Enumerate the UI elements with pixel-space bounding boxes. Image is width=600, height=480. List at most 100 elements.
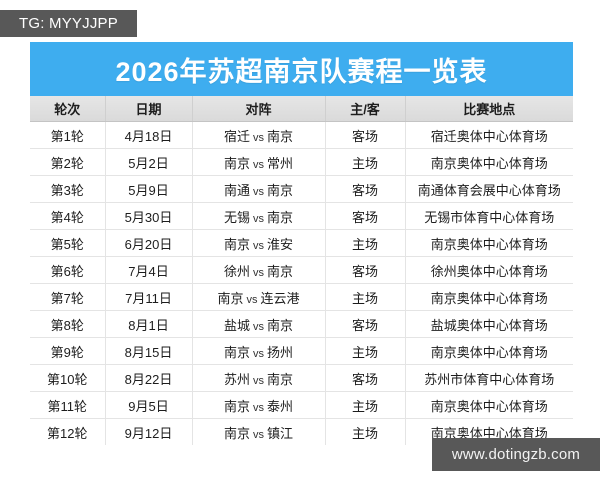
match-team-home: 南京 bbox=[223, 398, 250, 414]
cell-home-away: 主场 bbox=[325, 418, 406, 445]
cell-round: 第8轮 bbox=[30, 310, 106, 338]
cell-date: 8月22日 bbox=[105, 364, 193, 392]
column-header-match: 对阵 bbox=[192, 96, 326, 122]
cell-match: 徐州 vs 南京 bbox=[192, 256, 326, 284]
match-team-away: 泰州 bbox=[267, 398, 294, 414]
cell-venue: 南通体育会展中心体育场 bbox=[405, 175, 573, 203]
cell-match: 南京 vs 泰州 bbox=[192, 391, 326, 419]
match-team-home: 徐州 bbox=[223, 263, 250, 279]
match-vs-separator: vs bbox=[253, 428, 264, 441]
column-header-date: 日期 bbox=[105, 96, 193, 122]
match-vs-separator: vs bbox=[246, 293, 258, 306]
table-row: 第4轮 5月30日 无锡 vs 南京 客场 无锡市体育中心体育场 bbox=[30, 202, 573, 230]
match-team-away: 常州 bbox=[267, 155, 294, 171]
cell-round: 第6轮 bbox=[30, 256, 106, 284]
match-team-away: 南京 bbox=[267, 128, 294, 144]
cell-venue: 南京奥体中心体育场 bbox=[405, 148, 573, 176]
match-team-away: 南京 bbox=[267, 371, 294, 387]
cell-date: 7月11日 bbox=[105, 283, 193, 311]
match-team-home: 南京 bbox=[223, 155, 250, 171]
match-team-home: 南通 bbox=[223, 182, 250, 198]
table-row: 第5轮 6月20日 南京 vs 淮安 主场 南京奥体中心体育场 bbox=[30, 229, 573, 257]
cell-home-away: 主场 bbox=[325, 229, 406, 257]
match-vs-separator: vs bbox=[253, 401, 264, 414]
table-row: 第6轮 7月4日 徐州 vs 南京 客场 徐州奥体中心体育场 bbox=[30, 256, 573, 284]
cell-round: 第12轮 bbox=[30, 418, 106, 445]
cell-home-away: 客场 bbox=[325, 310, 406, 338]
schedule-card: 2026年苏超南京队赛程一览表 轮次 日期 对阵 主/客 比赛地点 第1轮 4月1… bbox=[30, 42, 573, 445]
cell-round: 第1轮 bbox=[30, 121, 106, 149]
table-row: 第12轮 9月12日 南京 vs 镇江 主场 南京奥体中心体育场 bbox=[30, 418, 573, 445]
cell-date: 5月30日 bbox=[105, 202, 193, 230]
table-title-bar: 2026年苏超南京队赛程一览表 bbox=[30, 42, 573, 96]
column-header-venue: 比赛地点 bbox=[405, 96, 573, 122]
cell-date: 5月2日 bbox=[105, 148, 193, 176]
cell-match: 南京 vs 镇江 bbox=[192, 418, 326, 445]
match-team-home: 南京 bbox=[223, 344, 250, 360]
match-vs-separator: vs bbox=[253, 158, 264, 171]
cell-match: 南京 vs 扬州 bbox=[192, 337, 326, 365]
cell-round: 第9轮 bbox=[30, 337, 106, 365]
cell-venue: 南京奥体中心体育场 bbox=[405, 391, 573, 419]
cell-venue: 宿迁奥体中心体育场 bbox=[405, 121, 573, 149]
cell-match: 南京 vs 淮安 bbox=[192, 229, 326, 257]
cell-date: 5月9日 bbox=[105, 175, 193, 203]
cell-venue: 盐城奥体中心体育场 bbox=[405, 310, 573, 338]
cell-venue: 南京奥体中心体育场 bbox=[405, 337, 573, 365]
cell-home-away: 客场 bbox=[325, 364, 406, 392]
cell-venue: 南京奥体中心体育场 bbox=[405, 283, 573, 311]
cell-match: 南京 vs 常州 bbox=[192, 148, 326, 176]
cell-match: 盐城 vs 南京 bbox=[192, 310, 326, 338]
cell-date: 7月4日 bbox=[105, 256, 193, 284]
match-team-away: 南京 bbox=[267, 263, 294, 279]
cell-home-away: 客场 bbox=[325, 256, 406, 284]
table-row: 第11轮 9月5日 南京 vs 泰州 主场 南京奥体中心体育场 bbox=[30, 391, 573, 419]
cell-home-away: 客场 bbox=[325, 175, 406, 203]
match-team-away: 镇江 bbox=[267, 425, 294, 441]
match-team-home: 盐城 bbox=[223, 317, 250, 333]
cell-home-away: 客场 bbox=[325, 121, 406, 149]
cell-match: 南通 vs 南京 bbox=[192, 175, 326, 203]
cell-round: 第4轮 bbox=[30, 202, 106, 230]
match-vs-separator: vs bbox=[253, 266, 264, 279]
page-title: 2026年苏超南京队赛程一览表 bbox=[115, 56, 488, 87]
schedule-table: 轮次 日期 对阵 主/客 比赛地点 第1轮 4月18日 宿迁 vs 南京 客场 宿迁奥体中心… bbox=[30, 96, 573, 445]
cell-venue: 苏州市体育中心体育场 bbox=[405, 364, 573, 392]
match-team-away: 南京 bbox=[267, 182, 294, 198]
table-row: 第8轮 8月1日 盐城 vs 南京 客场 盐城奥体中心体育场 bbox=[30, 310, 573, 338]
match-team-home: 南京 bbox=[223, 425, 250, 441]
column-header-round: 轮次 bbox=[30, 96, 106, 122]
cell-home-away: 客场 bbox=[325, 202, 406, 230]
cell-round: 第2轮 bbox=[30, 148, 106, 176]
table-row: 第3轮 5月9日 南通 vs 南京 客场 南通体育会展中心体育场 bbox=[30, 175, 573, 203]
match-vs-separator: vs bbox=[253, 347, 264, 360]
cell-home-away: 主场 bbox=[325, 283, 406, 311]
match-team-home: 苏州 bbox=[223, 371, 250, 387]
match-team-home: 无锡 bbox=[223, 209, 250, 225]
match-team-home: 宿迁 bbox=[223, 128, 250, 144]
match-team-away: 南京 bbox=[267, 317, 294, 333]
cell-match: 南京 vs 连云港 bbox=[192, 283, 326, 311]
cell-match: 苏州 vs 南京 bbox=[192, 364, 326, 392]
cell-home-away: 主场 bbox=[325, 391, 406, 419]
table-row: 第2轮 5月2日 南京 vs 常州 主场 南京奥体中心体育场 bbox=[30, 148, 573, 176]
match-team-home: 南京 bbox=[223, 236, 250, 252]
cell-home-away: 主场 bbox=[325, 337, 406, 365]
match-vs-separator: vs bbox=[253, 131, 264, 144]
cell-date: 6月20日 bbox=[105, 229, 193, 257]
cell-match: 无锡 vs 南京 bbox=[192, 202, 326, 230]
cell-round: 第5轮 bbox=[30, 229, 106, 257]
match-vs-separator: vs bbox=[253, 212, 264, 225]
cell-venue: 南京奥体中心体育场 bbox=[405, 229, 573, 257]
match-vs-separator: vs bbox=[253, 374, 264, 387]
match-team-away: 扬州 bbox=[267, 344, 294, 360]
site-watermark: www.dotingzb.com bbox=[432, 438, 600, 471]
cell-round: 第7轮 bbox=[30, 283, 106, 311]
cell-round: 第10轮 bbox=[30, 364, 106, 392]
match-vs-separator: vs bbox=[253, 239, 264, 252]
match-team-home: 南京 bbox=[217, 290, 244, 306]
match-vs-separator: vs bbox=[253, 320, 264, 333]
cell-match: 宿迁 vs 南京 bbox=[192, 121, 326, 149]
cell-date: 8月15日 bbox=[105, 337, 193, 365]
table-header-row: 轮次 日期 对阵 主/客 比赛地点 bbox=[30, 96, 573, 122]
